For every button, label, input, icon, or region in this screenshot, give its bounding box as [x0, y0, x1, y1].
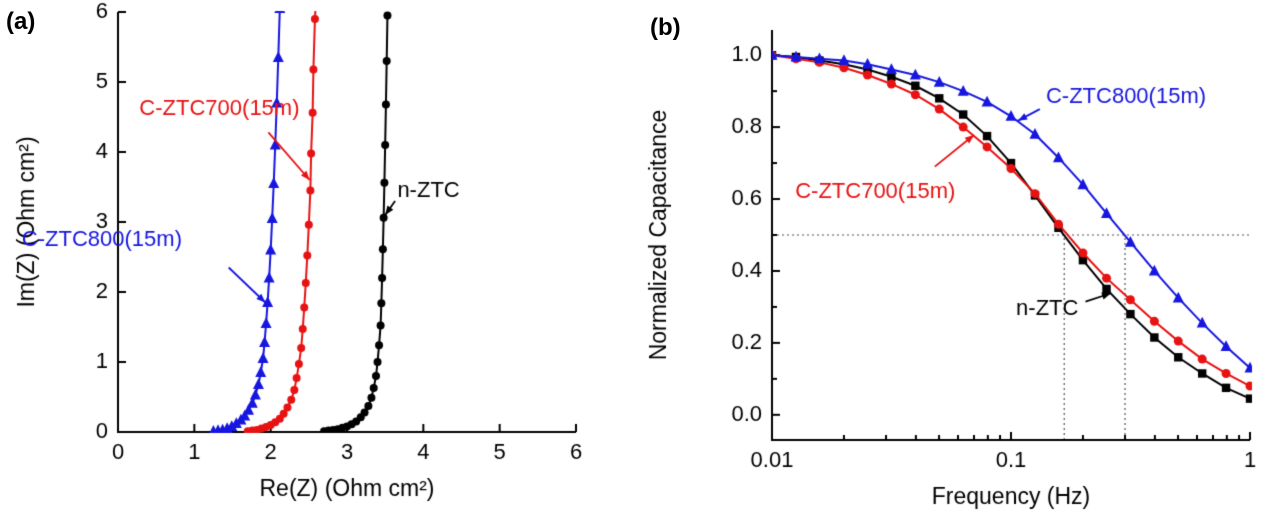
panel-a-label: (a) [6, 8, 36, 35]
nyquist-impedance-chart [0, 0, 620, 525]
panel-b-label: (b) [650, 14, 681, 41]
normalized-capacitance-chart [620, 0, 1280, 525]
